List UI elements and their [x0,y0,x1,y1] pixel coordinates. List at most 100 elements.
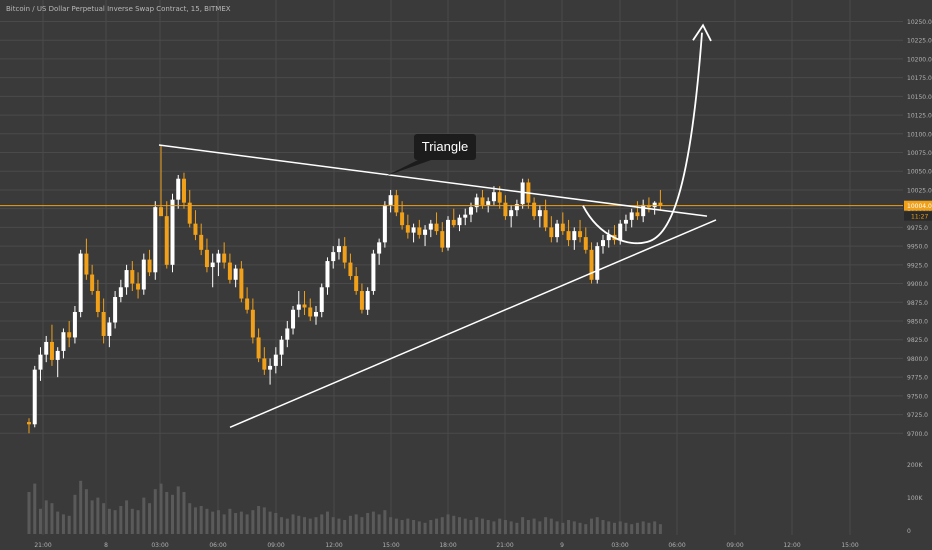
candle-body [250,309,255,338]
y-tick-label: 10050.0 [907,169,932,176]
volume-bar [653,521,657,534]
symbol-title: Bitcoin / US Dollar Perpetual Inverse Sw… [6,5,231,13]
candle-body [210,262,215,268]
candle-body [382,204,387,243]
triangle-callout[interactable]: Triangle [414,134,476,160]
volume-bar [228,508,232,534]
volume-bar [291,514,295,534]
candle-body [623,219,628,224]
volume-bar [308,518,312,534]
volume-bar [383,510,387,534]
candle-body [141,259,146,290]
volume-bar [394,518,398,534]
volume-bar [480,518,484,534]
volume-bar [590,518,594,534]
volume-bar [538,521,542,534]
candle-body [411,227,416,233]
candle-body [61,332,66,351]
volume-bar [607,521,611,534]
candle-body [170,199,175,265]
y-tick-label: 10200.0 [907,56,932,63]
candle-body [124,270,129,288]
candle-body [296,304,301,310]
x-tick-label: 06:00 [209,542,226,549]
volume-bar [463,518,467,534]
candle-body [227,262,232,280]
candle-body [474,197,479,208]
candle-body [49,341,54,360]
candle-body [434,223,439,232]
candle-body [468,207,473,215]
volume-bar [182,492,186,534]
countdown-text: 11:27 [911,214,928,221]
candle-body [652,202,657,208]
volume-bar [257,506,261,534]
volume-bar [509,521,513,534]
volume-bar [475,517,479,534]
volume-bar [119,506,123,534]
candle-body [279,339,284,355]
volume-bar [440,517,444,534]
volume-bar [452,515,456,534]
volume-bar [549,518,553,534]
volume-bar [412,520,416,534]
candle-body [222,253,227,263]
candle-body [245,298,250,310]
y-tick-label: 9750.0 [907,393,928,400]
volume-bar [176,486,180,534]
volume-bar [239,511,243,534]
volume-bar [61,514,65,534]
volume-bar [618,521,622,534]
volume-bar [216,510,220,534]
candle-body [371,253,376,292]
candle-body [400,212,405,226]
volume-bar [285,518,289,534]
candle-body [331,252,336,262]
volume-bar [354,514,358,534]
volume-bar [337,518,341,534]
volume-bar [526,520,530,534]
candle-body [572,231,577,241]
volume-bar [366,513,370,534]
volume-bar [635,522,639,534]
x-tick-label: 21:00 [34,542,51,549]
volume-bar [486,520,490,534]
candle-body [101,311,106,336]
volume-bar [171,494,174,534]
volume-bar [153,489,157,534]
volume-bar [234,513,238,534]
candle-body [336,246,341,253]
volume-bar [125,500,129,534]
volume-bar [417,521,421,534]
volume-bar [268,511,272,534]
candle-body [491,192,496,202]
volume-bar [406,518,410,534]
candle-body [55,350,60,360]
candle-body [503,202,508,217]
candle-body [560,223,565,232]
candle-body [27,422,31,425]
y-tick-label: 10100.0 [907,131,932,138]
candle-body [90,274,95,292]
candle-body [239,268,244,299]
volume-bar [595,517,599,534]
countdown-badge [904,211,932,221]
candle-body [618,223,623,241]
volume-bar [371,511,375,534]
candle-body [417,227,422,235]
y-tick-label: 10125.0 [907,113,932,120]
candle-body [136,283,141,290]
y-tick-label: 9900.0 [907,281,928,288]
candle-body [595,246,600,280]
volume-bar [446,514,450,534]
y-tick-label: 9800.0 [907,356,928,363]
volume-bar [612,522,616,534]
candle-body [38,354,43,370]
candle-body [256,337,261,359]
volume-bar [360,517,364,534]
volume-bar [165,492,169,534]
volume-bar [555,521,559,534]
candle-body [325,261,330,288]
